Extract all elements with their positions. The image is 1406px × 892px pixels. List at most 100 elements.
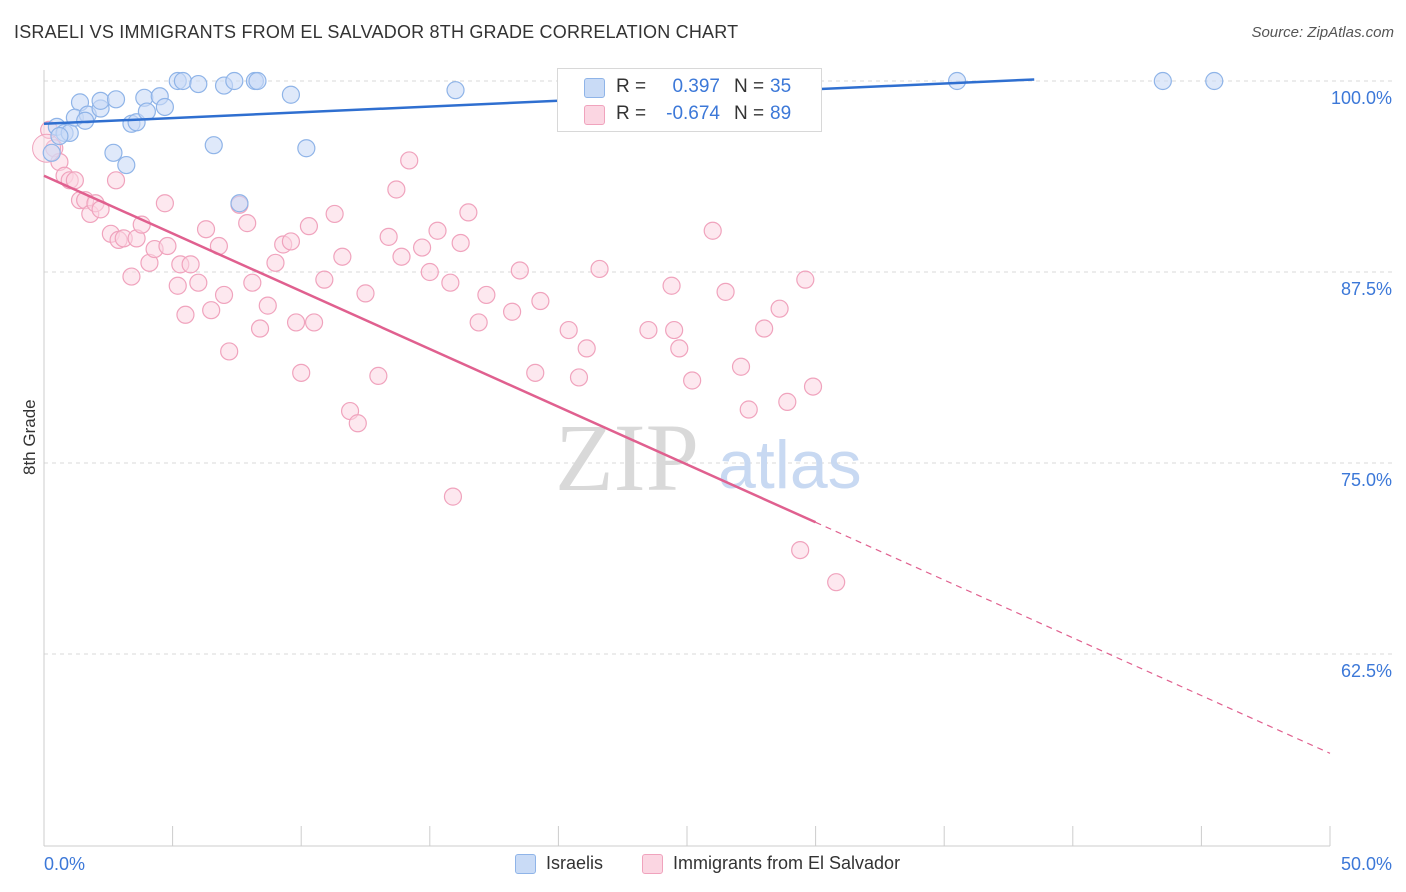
data-point-salvador — [443, 487, 463, 506]
legend-n-label: N = — [734, 76, 765, 97]
data-point-israeli — [189, 74, 208, 94]
data-point-israeli — [1205, 71, 1224, 91]
watermark-atlas: atlas — [718, 427, 862, 503]
data-point-israeli — [248, 71, 267, 91]
data-point-salvador — [459, 203, 478, 222]
data-point-israeli — [91, 91, 110, 110]
data-point-salvador — [400, 151, 419, 170]
data-point-salvador — [662, 276, 681, 295]
data-point-salvador — [451, 233, 470, 253]
data-point-salvador — [590, 259, 609, 279]
data-point-israeli — [225, 71, 244, 91]
series-legend: Israelis Immigrants from El Salvador — [0, 852, 1406, 878]
data-point-israeli — [137, 102, 156, 121]
legend-r-label: R = — [616, 103, 647, 124]
data-point-israeli — [947, 71, 967, 91]
data-point-salvador — [243, 273, 262, 292]
data-point-salvador — [299, 217, 319, 236]
data-point-salvador — [189, 273, 208, 292]
data-point-salvador — [428, 221, 447, 240]
legend-swatch-salvador — [642, 854, 663, 874]
data-point-israeli — [204, 136, 223, 155]
data-point-israeli — [155, 97, 174, 117]
data-point-salvador — [202, 301, 221, 320]
data-point-salvador — [176, 305, 195, 324]
data-point-salvador — [803, 377, 823, 396]
data-point-salvador — [106, 171, 126, 190]
data-point-israeli — [297, 139, 316, 158]
data-point-salvador — [531, 291, 550, 311]
correlation-legend: R = 0.397 N = 35 R = -0.674 N = 89 — [557, 68, 822, 132]
data-point-salvador — [392, 247, 411, 266]
data-point-salvador — [158, 236, 177, 256]
data-point-salvador — [281, 232, 301, 251]
data-point-salvador — [196, 220, 216, 239]
data-point-salvador — [258, 296, 277, 315]
data-point-salvador — [739, 400, 758, 419]
legend-r-value: 0.397 — [672, 76, 720, 97]
data-point-israeli — [117, 155, 136, 175]
legend-row-israelis: R = 0.397 N = 35 — [558, 74, 821, 100]
data-point-israeli — [1153, 71, 1172, 91]
data-point-salvador — [356, 284, 375, 303]
data-point-salvador — [220, 342, 239, 361]
tick-labels: 100.0% 87.5% 75.0% 62.5% 0.0% 50.0% — [44, 88, 1392, 874]
trend-line-salvador-extension — [815, 521, 1331, 754]
data-point-salvador — [778, 392, 797, 411]
legend-swatch-israelis — [515, 854, 536, 874]
data-point-israeli — [42, 143, 61, 162]
data-point-salvador — [155, 194, 174, 213]
zipatlas-watermark: ZIP atlas — [555, 404, 862, 511]
data-point-salvador — [559, 320, 578, 340]
data-point-salvador — [412, 238, 432, 257]
data-point-salvador — [420, 262, 439, 282]
data-point-salvador — [304, 313, 324, 332]
data-point-salvador — [348, 414, 367, 433]
watermark-zip: ZIP — [555, 404, 699, 511]
x-tick-label: 0.0% — [44, 854, 85, 874]
data-point-salvador — [325, 204, 344, 224]
grid-lines — [44, 80, 1392, 655]
data-point-salvador — [755, 319, 774, 338]
y-tick-label: 87.5% — [1341, 279, 1392, 299]
trend-lines — [43, 78, 1331, 754]
data-point-salvador — [796, 270, 815, 289]
data-point-salvador — [122, 267, 141, 286]
legend-n-value: 35 — [770, 76, 792, 97]
data-point-salvador — [333, 247, 352, 266]
chart-title: ISRAELI VS IMMIGRANTS FROM EL SALVADOR 8… — [14, 22, 739, 42]
data-point-salvador — [387, 180, 406, 199]
data-point-salvador — [369, 366, 388, 386]
legend-n-value: 89 — [770, 103, 792, 124]
axes — [43, 70, 1331, 847]
trend-line-israelis — [43, 78, 1035, 126]
data-point-salvador — [639, 320, 658, 340]
legend-label-israelis: Israelis — [546, 853, 604, 873]
data-point-salvador — [477, 285, 496, 305]
y-tick-label: 75.0% — [1341, 470, 1392, 490]
data-point-salvador — [665, 320, 684, 340]
legend-swatch-israelis — [584, 78, 605, 98]
data-point-salvador — [266, 253, 285, 272]
data-point-salvador — [569, 368, 589, 387]
legend-r-label: R = — [616, 76, 647, 97]
data-point-salvador — [286, 313, 306, 332]
data-point-salvador — [703, 221, 722, 240]
data-point-salvador — [526, 363, 545, 382]
data-point-salvador — [238, 214, 257, 233]
data-point-israeli — [173, 71, 192, 91]
trend-line-salvador — [43, 174, 817, 524]
source-label: Source: ZipAtlas.com — [1251, 24, 1394, 41]
y-tick-label: 100.0% — [1331, 88, 1392, 108]
data-point-salvador — [510, 261, 529, 280]
data-point-salvador — [770, 299, 789, 318]
data-point-salvador — [731, 357, 751, 376]
data-point-israeli — [230, 194, 249, 213]
y-tick-label: 62.5% — [1341, 661, 1392, 681]
data-point-salvador — [250, 319, 270, 338]
data-point-salvador — [181, 255, 200, 274]
legend-row-salvador: R = -0.674 N = 89 — [558, 101, 821, 127]
data-point-salvador — [791, 540, 810, 560]
data-point-salvador — [503, 302, 522, 321]
data-point-salvador — [379, 227, 398, 246]
